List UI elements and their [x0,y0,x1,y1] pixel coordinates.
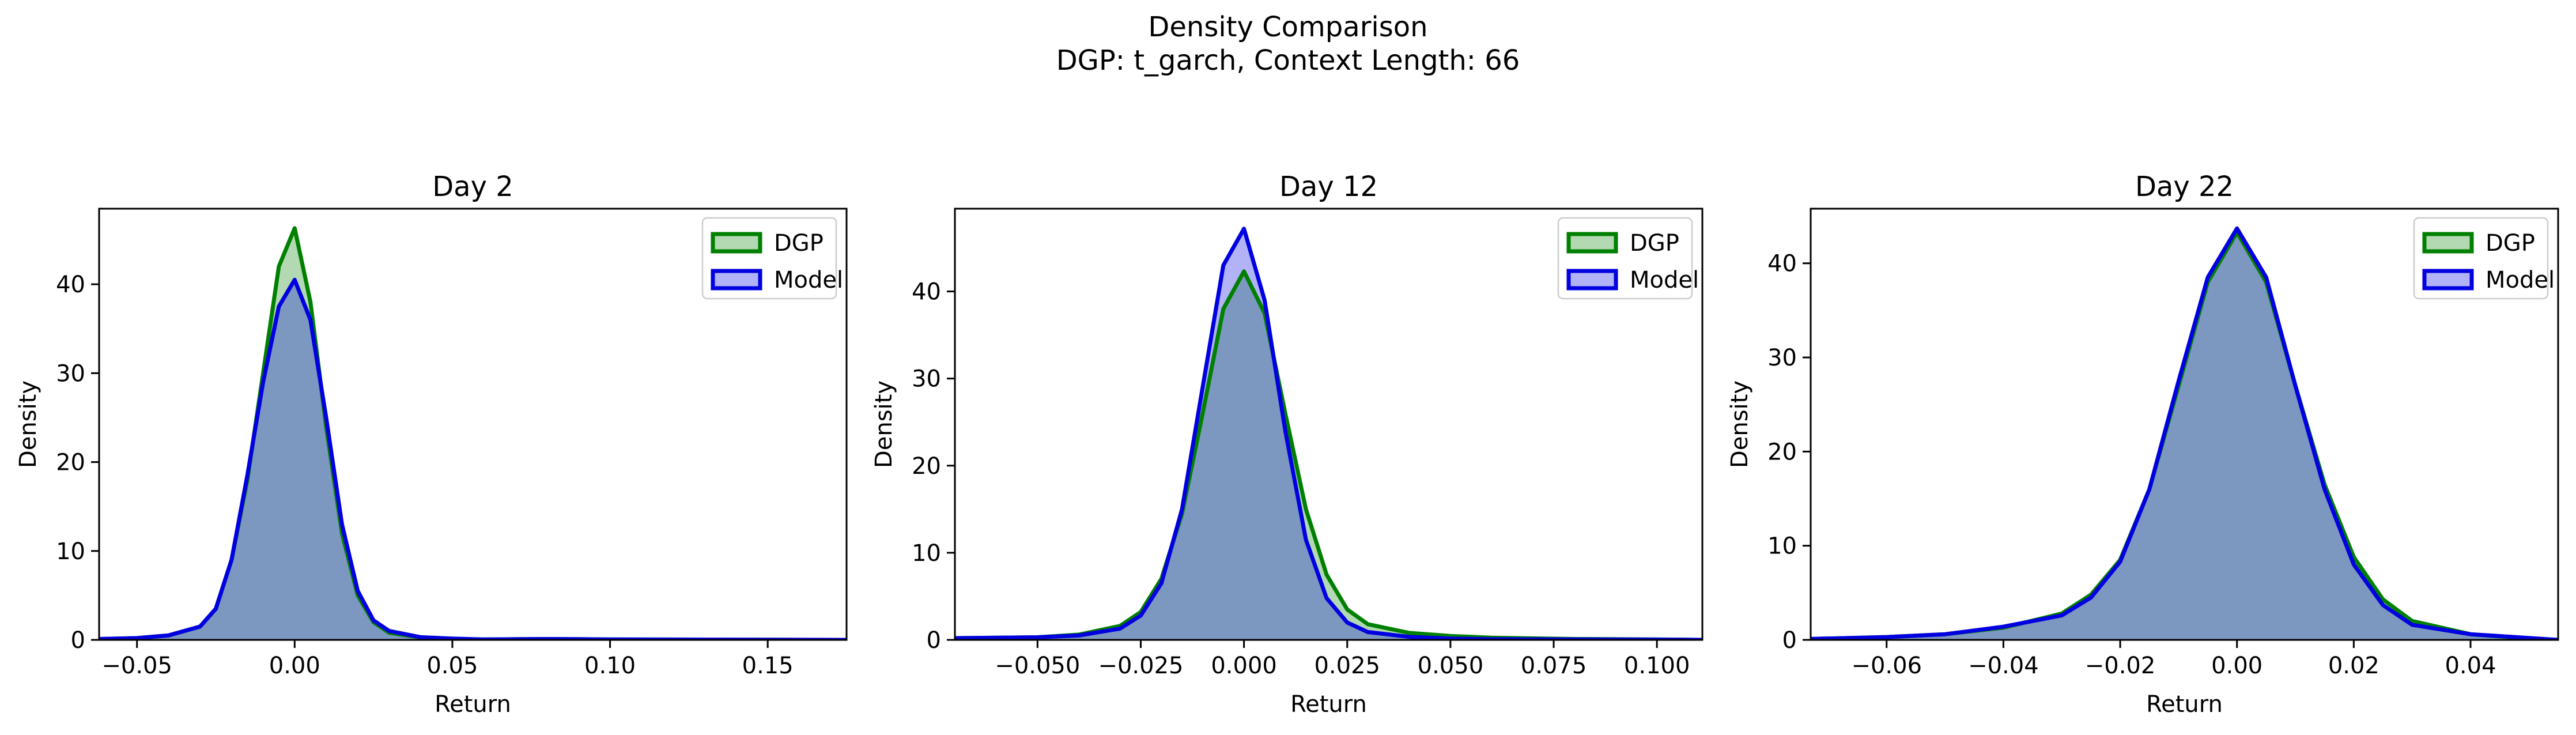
x-tick-label: 0.00 [2211,653,2263,679]
legend-swatch-model [2422,269,2474,291]
legend-swatch-dgp [711,232,762,254]
legend-label-dgp: DGP [2486,230,2535,257]
x-tick-label: 0.02 [2328,653,2379,679]
y-tick-label: 10 [56,538,85,565]
y-axis-label: Density [1727,380,1753,468]
dgp-density-fill [955,271,1702,640]
subplot-title: Day 12 [1279,171,1378,203]
model-density-line [955,227,1702,640]
x-axis-label: Return [1290,691,1367,718]
subplot-day-12: −0.050 −0.025 0.000 0.025 0.050 0.075 0.100 0 10… [871,171,1704,718]
subplot-title: Day 2 [432,171,513,203]
x-tick-label: −0.05 [101,653,172,679]
model-density-line [1811,226,2558,640]
y-tick-label: 30 [56,360,85,387]
y-tick-label: 0 [71,627,85,654]
y-tick-label: 0 [927,627,941,654]
figure-title-block: Density Comparison DGP: t_garch, Context… [0,10,2576,77]
legend-swatch-dgp [1566,232,1618,254]
x-tick-label: 0.15 [742,653,794,679]
legend-swatch-model [711,269,762,291]
x-tick-label: 0.05 [426,653,478,679]
x-tick-label: −0.025 [1098,653,1183,679]
x-axis-label: Return [2146,691,2223,718]
y-tick-label: 30 [1767,345,1797,371]
x-tick-label: −0.02 [2085,653,2156,679]
subplot-title: Day 22 [2135,171,2234,203]
subplot-day-22: −0.06 −0.04 −0.02 0.00 0.02 0.04 0 10 20 30 40 Day … [1727,171,2559,718]
x-tick-label: −0.04 [1968,653,2039,679]
x-tick-label: 0.04 [2445,653,2496,679]
x-tick-label: 0.075 [1521,653,1587,679]
x-tick-label: 0.000 [1211,653,1277,679]
model-density-fill [1811,228,2558,640]
y-tick-label: 30 [912,366,941,393]
x-tick-label: −0.06 [1851,653,1922,679]
y-tick-label: 40 [56,272,85,298]
y-axis-label: Density [871,380,897,468]
legend-label-dgp: DGP [1630,230,1679,257]
y-tick-label: 40 [1767,251,1797,277]
figure-title: Density Comparison [1148,11,1428,43]
figure-subtitle: DGP: t_garch, Context Length: 66 [1056,44,1520,77]
legend-label-model: Model [1630,267,1699,293]
x-tick-label: 0.050 [1418,653,1484,679]
x-tick-label: 0.10 [584,653,636,679]
dgp-density-fill [1811,232,2558,640]
axes-frame [98,208,848,641]
x-tick-label: −0.050 [995,653,1080,679]
x-tick-label: 0.100 [1624,653,1690,679]
y-tick-label: 10 [912,540,941,567]
plot-area [1811,226,2558,640]
subplot-day-2: −0.05 0.00 0.05 0.10 0.15 0 10 20 30 40 Day 2 Retur… [15,171,848,718]
y-tick-label: 40 [912,279,941,306]
dgp-density-fill [99,228,847,640]
y-axis-label: Density [15,380,41,468]
model-density-line [99,277,847,640]
y-tick-label: 0 [1782,627,1797,654]
model-density-fill [99,280,847,640]
legend-swatch-dgp [2422,232,2474,254]
x-tick-label: 0.025 [1314,653,1380,679]
legend: DGP Model [1557,217,1699,300]
legend-label-dgp: DGP [774,230,824,257]
axes-frame [954,208,1704,641]
x-tick-label: 0.00 [269,653,320,679]
legend-swatch-model [1566,269,1618,291]
y-tick-label: 20 [56,450,85,476]
legend-label-model: Model [2486,267,2555,293]
plot-area [955,227,1702,640]
legend-label-model: Model [774,267,843,293]
x-axis-label: Return [435,691,511,718]
axes-frame [1810,208,2559,641]
legend: DGP Model [701,217,843,300]
legend: DGP Model [2413,217,2555,300]
y-tick-label: 20 [912,453,941,480]
y-tick-label: 10 [1767,533,1797,560]
y-tick-label: 20 [1767,439,1797,465]
